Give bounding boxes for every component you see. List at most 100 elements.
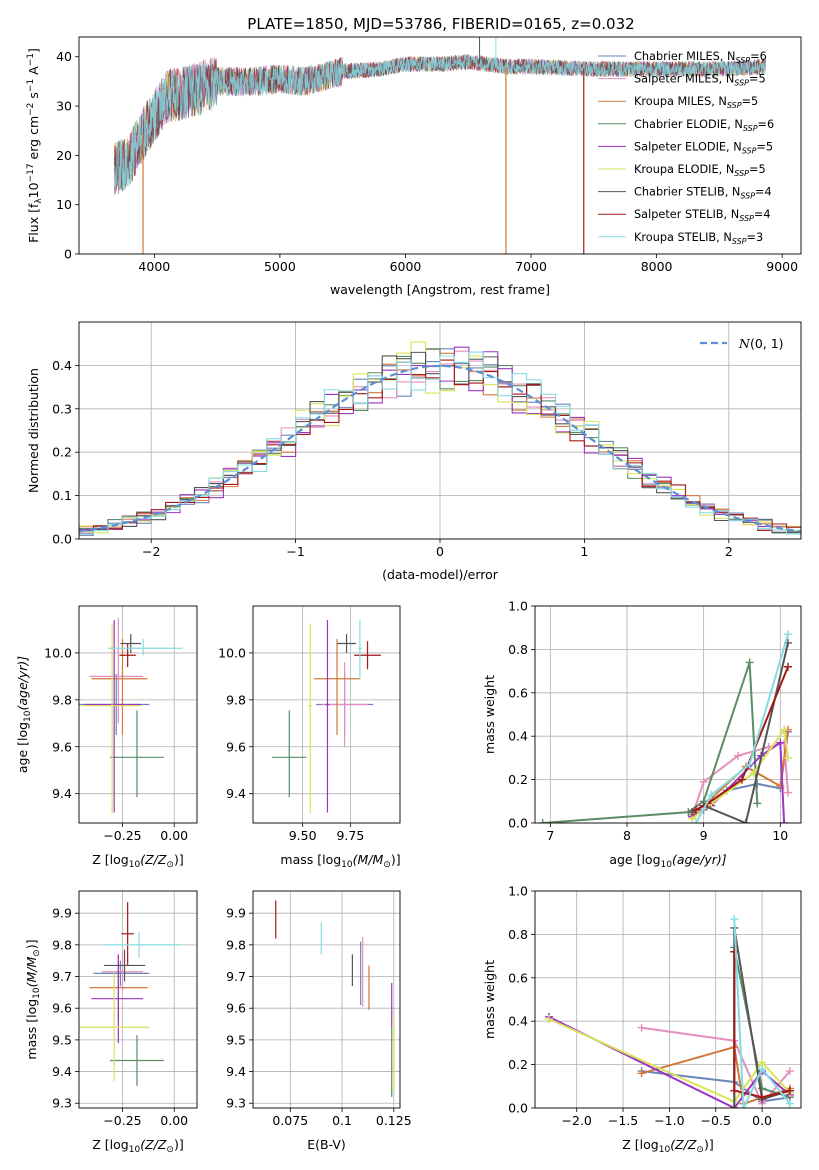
mass_vs_z-frame [78, 890, 198, 1109]
series-marker [776, 738, 785, 747]
histogram-step-kroupa_stelib [79, 351, 801, 535]
y-tick-label: 40 [56, 49, 72, 64]
y-tick-label: 0.4 [508, 729, 528, 744]
mass_vs_z-ylabel: mass [log10(M/M⊙)] [24, 939, 42, 1059]
mass_vs_ebv-frame [252, 890, 401, 1109]
mass_vs_z-point-salpeter_miles [101, 952, 144, 991]
x-tick-label: 1 [580, 544, 588, 559]
spectrum-xlabel: wavelength [Angstrom, rest frame] [330, 282, 550, 297]
series-marker [691, 819, 700, 823]
series-marker [544, 1015, 553, 1024]
mass_vs_z-point-kroupa_stelib [103, 932, 181, 958]
y-tick-label: 9.8 [52, 692, 72, 707]
y-tick-label: 0.0 [52, 532, 72, 547]
series-marker [730, 1104, 739, 1108]
y-tick-label: 20 [56, 148, 72, 163]
series-marker [707, 790, 716, 799]
legend-label-chabrier_elodie: Chabrier ELODIE, NSSP=6 [634, 118, 774, 133]
age_vs_z-frame [78, 605, 198, 824]
y-tick-label: 0.8 [508, 927, 528, 942]
weight_vs_z-frame [534, 890, 802, 1109]
age_vs_mass-point-salpeter_stelib [354, 641, 381, 670]
figure-title: PLATE=1850, MJD=53786, FIBERID=0165, z=0… [247, 15, 634, 33]
series-line [695, 633, 789, 823]
series-marker [745, 760, 754, 769]
series-marker [783, 753, 792, 762]
series-line [548, 1018, 791, 1103]
series-line [548, 1016, 791, 1108]
x-tick-label: 6000 [390, 259, 422, 274]
mass_vs_z-xlabel: Z [log10(Z/Z⊙)] [92, 1137, 183, 1155]
y-tick-label: 9.9 [226, 906, 246, 921]
age_vs_z-point-chabrier_elodie [110, 710, 164, 798]
y-tick-label: 0.2 [508, 1057, 528, 1072]
mass_vs_z-point-kroupa_elodie [79, 973, 150, 1082]
x-tick-label: 7000 [515, 259, 547, 274]
series-line [695, 666, 789, 811]
histogram-legend-label: N(0, 1) [738, 336, 784, 351]
x-tick-label: −1 [286, 544, 304, 559]
y-tick-label: 0.0 [508, 1101, 528, 1116]
series-marker [730, 947, 739, 956]
y-tick-label: 0.4 [508, 1014, 528, 1029]
mass_vs_z-points [79, 902, 181, 1086]
y-tick-label: 0.0 [508, 816, 528, 831]
mass_vs_z-point-chabrier_elodie [110, 1035, 164, 1086]
spectrum-line-kroupa_stelib [113, 54, 767, 192]
series-marker [785, 1067, 794, 1076]
mass_vs_z-point-chabrier_stelib [103, 949, 146, 982]
series-marker [783, 788, 792, 797]
series-marker [749, 769, 758, 778]
age_vs_mass-point-chabrier_stelib [337, 634, 357, 653]
x-tick-label: 9.75 [336, 828, 364, 843]
series-marker [699, 777, 708, 786]
weight_vs_z-xlabel: Z [log10(Z/Z⊙)] [622, 1137, 713, 1155]
x-tick-label: 0.125 [376, 1113, 412, 1128]
y-tick-label: 9.7 [226, 969, 246, 984]
y-tick-label: 9.3 [52, 1096, 72, 1111]
y-tick-label: 9.8 [226, 937, 246, 952]
y-tick-label: 0.6 [508, 970, 528, 985]
mass_vs_z-point-salpeter_stelib [121, 902, 134, 966]
normal-curve [79, 364, 801, 533]
y-tick-label: 10.0 [44, 645, 72, 660]
series-marker [730, 1086, 739, 1095]
weight_vs_z-series-salpeter_stelib [730, 947, 794, 1102]
series-marker [637, 1069, 646, 1078]
mass_vs_ebv-xlabel: E(B-V) [307, 1137, 346, 1152]
spectrum-legend: Chabrier MILES, NSSP=6 Salpeter MILES, NS… [598, 50, 774, 246]
legend-label-salpeter_elodie: Salpeter ELODIE, NSSP=5 [634, 140, 773, 155]
mass_vs_ebv-points [275, 900, 395, 1097]
y-tick-label: 9.6 [226, 739, 246, 754]
series-marker [637, 1023, 646, 1032]
age_vs_z-points [79, 617, 183, 814]
age_vs_z-point-salpeter_elodie [85, 620, 142, 813]
legend-label-kroupa_stelib: Kroupa STELIB, NSSP=3 [634, 231, 763, 246]
age_vs_mass-frame [252, 605, 401, 824]
spectrum-ylabel: Flux [fλ10−17 erg cm−2 s−1 A−1] [26, 48, 44, 243]
series-marker [783, 630, 792, 639]
series-marker [780, 725, 789, 734]
histogram-xlabel: (data-model)/error [382, 567, 499, 582]
spectrum-frame [78, 36, 802, 255]
series-marker [783, 662, 792, 671]
weight_vs_z-series-kroupa_elodie [544, 1015, 794, 1106]
series-marker [739, 1104, 748, 1108]
y-tick-label: 1.0 [508, 884, 528, 899]
series-line [733, 951, 791, 1099]
y-tick-label: 9.8 [226, 692, 246, 707]
y-tick-label: 9.8 [52, 937, 72, 952]
x-tick-label: 0.0 [752, 1113, 772, 1128]
series-marker [691, 805, 700, 814]
spectrum-axes: 4000 5000 6000 7000 8000 9000 0 10 20 30 40 [56, 49, 798, 274]
y-tick-label: 0.4 [52, 358, 72, 373]
y-tick-label: 9.6 [52, 739, 72, 754]
x-tick-label: 5000 [264, 259, 296, 274]
x-tick-label: 4000 [138, 259, 170, 274]
series-marker [741, 819, 750, 823]
histogram-legend: N(0, 1) [700, 336, 784, 351]
age_vs_mass-point-chabrier_elodie [272, 710, 307, 798]
age_vs_mass-point-kroupa_elodie [308, 623, 313, 814]
x-tick-label: 8000 [641, 259, 673, 274]
y-tick-label: 9.4 [226, 1064, 246, 1079]
